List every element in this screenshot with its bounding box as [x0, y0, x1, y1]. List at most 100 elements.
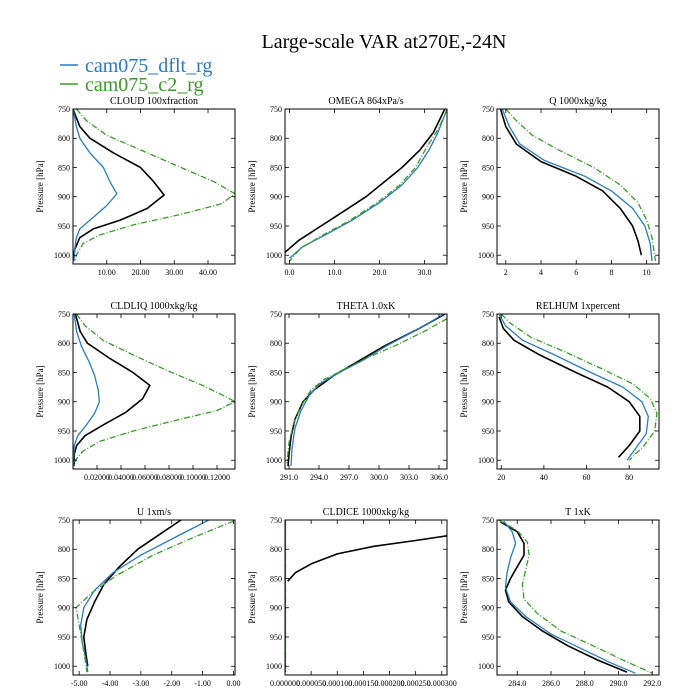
y-tick-label: 950	[482, 222, 494, 231]
series-line-black	[73, 314, 151, 467]
x-tick-label: 0.000250	[401, 679, 431, 688]
x-tick-label: 0.000000	[270, 679, 300, 688]
x-tick-label: 303.0	[400, 473, 418, 482]
series-line-black	[287, 314, 446, 467]
x-tick-label: 60	[583, 473, 591, 482]
x-tick-label: -5.00	[71, 679, 88, 688]
series-line-black	[83, 520, 182, 667]
y-tick-label: 750	[270, 105, 282, 114]
series-line-black	[499, 109, 643, 256]
y-tick-label: 950	[270, 427, 282, 436]
y-tick-label: 750	[58, 105, 70, 114]
y-tick-label: 850	[270, 368, 282, 377]
y-tick-label: 950	[58, 633, 70, 642]
y-tick-label: 800	[58, 134, 70, 143]
series-line-black	[287, 535, 447, 582]
x-tick-label: 0.12000	[204, 473, 230, 482]
x-tick-label: 306.0	[430, 473, 448, 482]
y-tick-label: 950	[482, 633, 494, 642]
plot-frame	[284, 519, 448, 676]
y-tick-label: 750	[482, 105, 494, 114]
series-line-black	[498, 316, 641, 458]
y-tick-label: 850	[482, 163, 494, 172]
y-axis-label: Pressure [hPa]	[459, 365, 469, 417]
x-tick-label: 288.0	[576, 679, 594, 688]
x-tick-label: 10	[643, 268, 651, 277]
y-tick-label: 850	[58, 574, 70, 583]
x-tick-label: -4.00	[102, 679, 119, 688]
y-tick-label: 900	[270, 604, 282, 613]
panel-8: 750 800 850 900 950 1000 284.0 286.0 288.0 290.0 2…	[459, 507, 661, 688]
y-tick-label: 750	[270, 310, 282, 319]
x-tick-label: 30.0	[418, 268, 432, 277]
x-tick-label: 0.04000	[108, 473, 134, 482]
y-tick-label: 750	[58, 516, 70, 525]
y-tick-label: 1000	[478, 251, 494, 260]
y-tick-label: 950	[58, 222, 70, 231]
panel-0: 750 800 850 900 950 1000 10.00 20.00 30.00 40.00 C…	[35, 96, 236, 277]
y-tick-label: 850	[270, 163, 282, 172]
y-tick-label: 950	[270, 222, 282, 231]
panel-title: CLOUD 100xfraction	[110, 96, 198, 107]
x-tick-label: 300.0	[370, 473, 388, 482]
y-tick-label: 950	[58, 427, 70, 436]
x-tick-label: 0.000150	[348, 679, 378, 688]
y-tick-label: 800	[270, 339, 282, 348]
x-tick-label: 284.0	[508, 679, 526, 688]
panel-1: 750 800 850 900 950 10000.0 10.0 20.0 30.0 OMEGA …	[247, 96, 448, 277]
y-tick-label: 750	[482, 516, 494, 525]
x-tick-label: 0.000300	[427, 679, 457, 688]
y-tick-label: 850	[270, 574, 282, 583]
plot-frame	[284, 108, 448, 265]
plot-frame	[496, 519, 660, 676]
panel-title: Q 1000xkg/kg	[549, 96, 607, 107]
series-line-cam075_dflt_rg	[80, 520, 210, 673]
y-tick-label: 850	[58, 368, 70, 377]
panel-title: THETA 1.0xK	[337, 301, 396, 312]
plot-frame	[72, 313, 236, 470]
panel-title: U 1xm/s	[137, 507, 171, 518]
series-line-cam075_dflt_rg	[501, 109, 653, 262]
y-tick-label: 800	[270, 545, 282, 554]
x-tick-label: 0.0	[285, 268, 295, 277]
y-tick-label: 900	[270, 193, 282, 202]
series-line-cam075_c2_rg	[74, 109, 235, 262]
y-tick-label: 750	[270, 516, 282, 525]
x-tick-label: -2.00	[163, 679, 180, 688]
x-tick-label: 0.10000	[180, 473, 206, 482]
panel-3: 750 800 850 900 950 1000 0.020000.040000.06000…	[35, 301, 236, 482]
plot-frame	[72, 108, 236, 265]
x-tick-label: 80	[625, 473, 633, 482]
panel-title: OMEGA 864xPa/s	[328, 96, 403, 107]
x-tick-label: 2	[504, 268, 508, 277]
y-tick-label: 1000	[478, 456, 494, 465]
x-tick-label: 10.0	[328, 268, 342, 277]
y-tick-label: 750	[482, 310, 494, 319]
series-line-black	[499, 521, 628, 673]
series-line-cam075_c2_rg	[289, 109, 447, 262]
y-axis-label: Pressure [hPa]	[35, 571, 45, 623]
series-group	[75, 520, 234, 673]
y-tick-label: 800	[482, 339, 494, 348]
series-group	[285, 520, 447, 673]
x-tick-label: 291.0	[280, 473, 298, 482]
y-tick-label: 800	[270, 134, 282, 143]
panel-2: 750 800 850 900 950 1000 2 4 6 8 10 Q 1000xkg/kg Pre…	[459, 96, 660, 277]
x-tick-label: 286.0	[542, 679, 560, 688]
y-axis-label: Pressure [hPa]	[35, 365, 45, 417]
series-line-cam075_c2_rg	[75, 520, 234, 673]
x-tick-label: 20	[497, 473, 505, 482]
panel-6: 750 800 850 900 950 1000-5.00 -4.00 -3.00 -2.00 -…	[35, 507, 240, 688]
x-tick-label: 297.0	[340, 473, 358, 482]
plot-frame	[284, 313, 448, 470]
y-tick-label: 900	[270, 398, 282, 407]
y-tick-label: 800	[58, 545, 70, 554]
y-tick-label: 950	[482, 427, 494, 436]
x-tick-label: 40.00	[199, 268, 217, 277]
x-tick-label: 0.000200	[375, 679, 405, 688]
series-line-cam075_c2_rg	[73, 314, 235, 467]
x-tick-label: 0.000050	[296, 679, 326, 688]
series-line-black	[285, 109, 446, 253]
series-group	[498, 520, 653, 674]
